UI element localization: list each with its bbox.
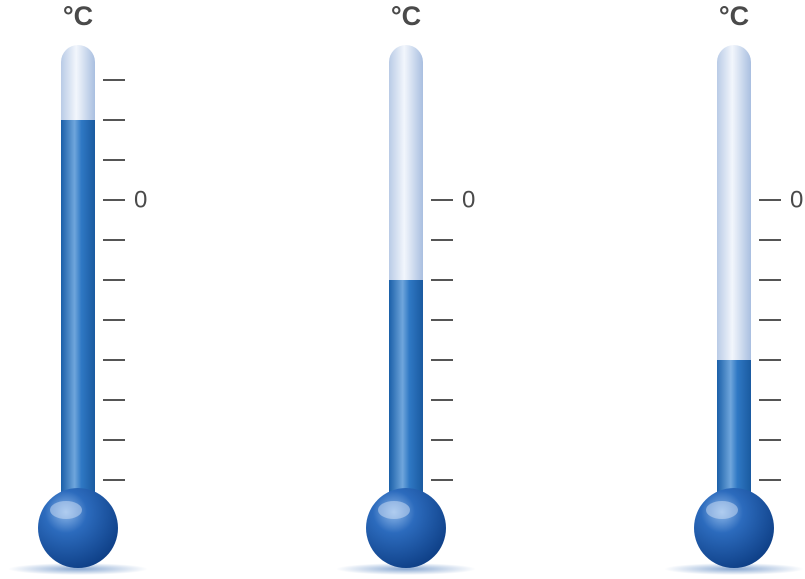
bulb-highlight (706, 501, 738, 519)
bulb-shadow (664, 563, 804, 575)
unit-label: °C (719, 1, 749, 31)
liquid (61, 120, 95, 505)
bulb (694, 488, 774, 568)
bulb-highlight (50, 501, 82, 519)
bulb-shadow (336, 563, 476, 575)
unit-label: °C (63, 1, 93, 31)
unit-label: °C (391, 1, 421, 31)
bulb-shadow (8, 563, 148, 575)
liquid (389, 280, 423, 505)
tick-label: 0 (462, 186, 475, 213)
tick-label: 0 (790, 186, 803, 213)
tick-label: 0 (134, 186, 147, 213)
bulb-highlight (378, 501, 410, 519)
liquid (717, 360, 751, 505)
bulb (366, 488, 446, 568)
bulb (38, 488, 118, 568)
